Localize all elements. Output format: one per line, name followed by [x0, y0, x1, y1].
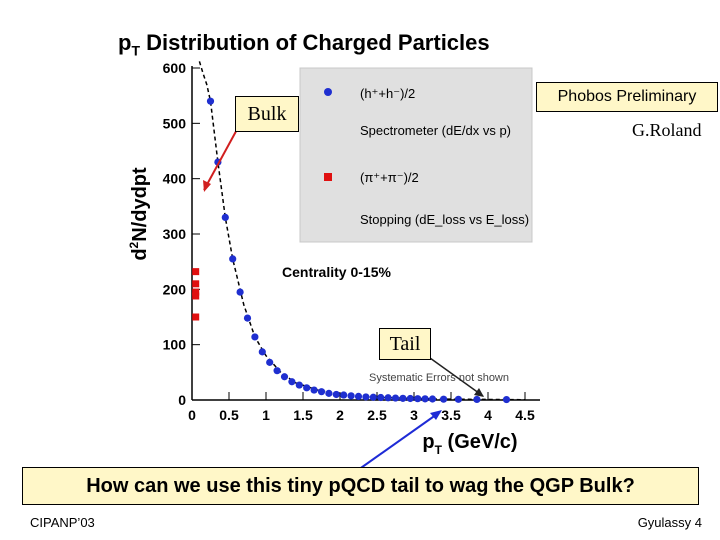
footer-author-page: Gyulassy 4 — [637, 515, 702, 530]
data-point-charged — [454, 395, 462, 403]
data-point-charged — [236, 288, 244, 296]
legend-label-pion: (π⁺+π⁻)/2 — [360, 170, 419, 185]
data-point-charged — [288, 378, 296, 386]
legend-label-charged: (h⁺+h⁻)/2 — [360, 86, 415, 101]
y-tick-label: 100 — [163, 337, 187, 353]
data-point-charged — [362, 393, 370, 401]
data-point-charged — [229, 255, 237, 263]
x-tick-label: 1 — [262, 407, 270, 423]
bulk-arrow — [203, 123, 241, 191]
data-point-charged — [421, 395, 429, 403]
footer-conference: CIPANP’03 — [30, 515, 95, 530]
x-tick-label: 4.5 — [515, 407, 535, 423]
data-point-charged — [340, 391, 348, 399]
data-point-charged — [295, 381, 303, 389]
data-point-charged — [473, 395, 481, 404]
question-banner: How can we use this tiny pQCD tail to wa… — [22, 467, 699, 505]
legend-marker-charged — [324, 88, 332, 96]
data-point-charged — [369, 393, 377, 401]
x-tick-label: 0.5 — [219, 407, 239, 423]
data-point-charged — [206, 97, 215, 105]
centrality-label: Centrality 0-15% — [282, 264, 391, 280]
question-arrowhead — [430, 410, 442, 420]
data-point-pion — [192, 292, 200, 300]
y-tick-label: 400 — [163, 171, 187, 187]
tail-arrowhead — [474, 388, 484, 397]
systematic-note: Systematic Errors not shown — [369, 372, 509, 384]
tail-callout: Tail — [379, 328, 431, 360]
x-tick-label: 3 — [410, 407, 418, 423]
data-point-charged — [280, 373, 289, 381]
data-point-charged — [243, 314, 252, 322]
y-tick-label: 0 — [178, 392, 186, 408]
y-tick-label: 500 — [163, 115, 187, 131]
legend-box — [299, 67, 533, 243]
data-point-charged — [414, 395, 422, 403]
y-tick-label: 600 — [163, 60, 187, 76]
data-point-pion — [192, 280, 200, 288]
x-tick-label: 3.5 — [441, 407, 461, 423]
data-point-charged — [325, 389, 333, 397]
y-axis-label: d2N/dydpt — [127, 167, 151, 261]
data-point-charged — [310, 386, 318, 394]
bulk-callout: Bulk — [235, 96, 299, 132]
data-point-charged — [303, 384, 311, 392]
y-tick-label: 300 — [163, 226, 187, 242]
data-point-charged — [258, 348, 266, 356]
data-point-charged — [502, 395, 511, 404]
legend-desc-charged: Spectrometer (dE/dx vs p) — [360, 123, 511, 138]
x-tick-label: 2 — [336, 407, 344, 423]
data-point-charged — [384, 394, 392, 402]
x-axis-label: pT (GeV/c) — [422, 431, 517, 457]
data-point-charged — [273, 367, 281, 375]
data-point-charged — [428, 395, 437, 403]
y-tick-label: 200 — [163, 281, 187, 297]
question-arrow — [357, 411, 441, 471]
data-point-pion — [192, 288, 200, 296]
data-point-charged — [440, 395, 448, 403]
data-point-charged — [391, 394, 400, 402]
data-point-charged — [332, 390, 340, 399]
x-tick-label: 1.5 — [293, 407, 313, 423]
data-point-pion — [192, 313, 200, 321]
phobos-preliminary-label: Phobos Preliminary — [536, 82, 718, 112]
data-point-charged — [354, 392, 363, 401]
bulk-arrowhead — [203, 180, 211, 192]
data-point-charged — [317, 388, 326, 396]
data-point-charged — [377, 393, 385, 402]
x-tick-label: 4 — [484, 407, 492, 423]
data-point-charged — [266, 358, 274, 366]
legend-desc-pion: Stopping (dE_loss vs E_loss) — [360, 212, 529, 227]
data-point-charged — [221, 213, 229, 221]
legend-marker-pion — [324, 173, 332, 181]
data-point-charged — [406, 394, 414, 403]
x-tick-label: 2.5 — [367, 407, 387, 423]
slide-title: pT Distribution of Charged Particles — [118, 30, 490, 59]
x-tick-label: 0 — [188, 407, 196, 423]
data-point-charged — [347, 392, 355, 400]
data-point-pion — [192, 268, 200, 276]
data-point-charged — [251, 333, 259, 341]
data-point-charged — [399, 394, 407, 402]
author-credit: G.Roland — [632, 120, 702, 140]
tail-arrow — [429, 357, 484, 397]
